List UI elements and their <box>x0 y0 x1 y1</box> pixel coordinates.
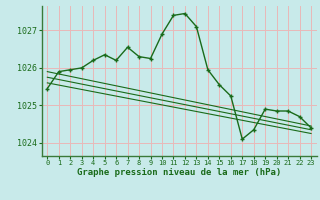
X-axis label: Graphe pression niveau de la mer (hPa): Graphe pression niveau de la mer (hPa) <box>77 168 281 177</box>
